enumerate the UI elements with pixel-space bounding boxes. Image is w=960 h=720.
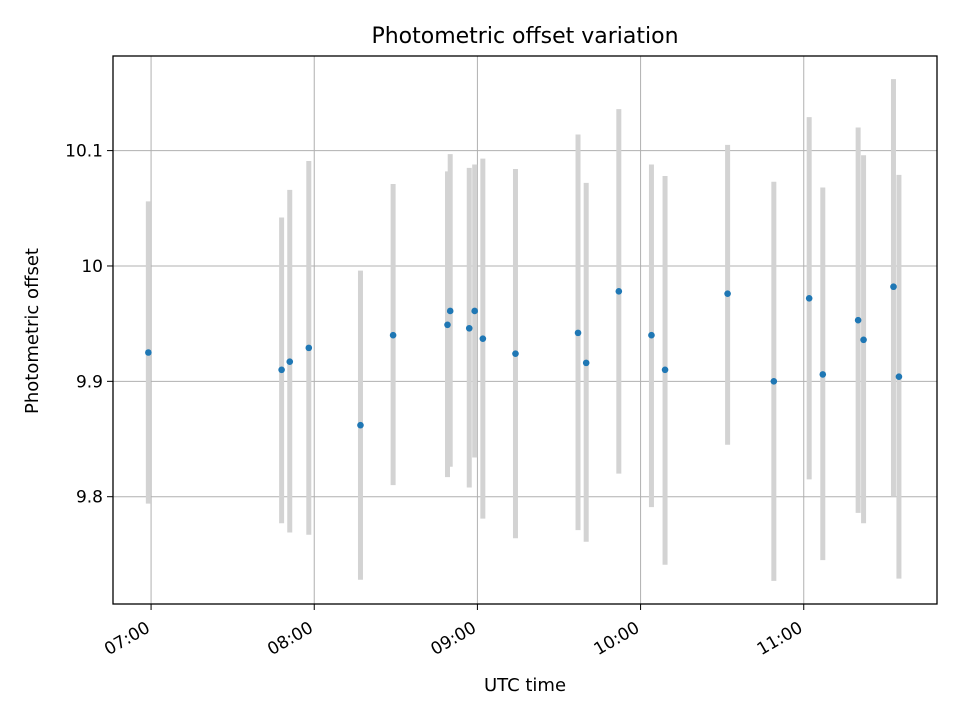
data-point (446, 307, 454, 315)
y-tick-label: 10 (81, 257, 103, 277)
data-point (305, 344, 313, 352)
data-point (479, 335, 487, 342)
data-point (465, 324, 473, 332)
y-tick-label: 10.1 (65, 142, 103, 162)
y-tick-label: 9.8 (76, 488, 103, 508)
data-point (890, 283, 897, 291)
data-point (860, 336, 867, 344)
grid-layer (113, 56, 937, 604)
data-point (278, 366, 285, 374)
data-point (444, 321, 451, 329)
data-point (661, 366, 669, 374)
data-point (582, 359, 590, 367)
data-point (471, 307, 478, 315)
data-point (770, 378, 778, 385)
data-point (389, 331, 397, 339)
x-axis-label: UTC time (484, 675, 566, 696)
y-tick-label: 9.9 (76, 372, 103, 392)
data-point (615, 288, 623, 295)
data-point (854, 316, 862, 324)
data-point (286, 358, 294, 366)
data-point (574, 329, 582, 337)
data-point (512, 350, 519, 357)
data-point (805, 294, 813, 302)
y-axis-label: Photometric offset (22, 248, 43, 414)
data-point (357, 421, 364, 429)
data-point (895, 373, 903, 381)
data-point (724, 290, 731, 297)
chart-title: Photometric offset variation (371, 24, 678, 49)
data-point (819, 371, 827, 378)
y-tick-layer: 9.8 9.9 10 10.1 (65, 142, 113, 508)
points-layer (145, 283, 903, 429)
data-point (145, 349, 152, 356)
plot-frame (112, 55, 938, 605)
data-point (648, 331, 655, 339)
